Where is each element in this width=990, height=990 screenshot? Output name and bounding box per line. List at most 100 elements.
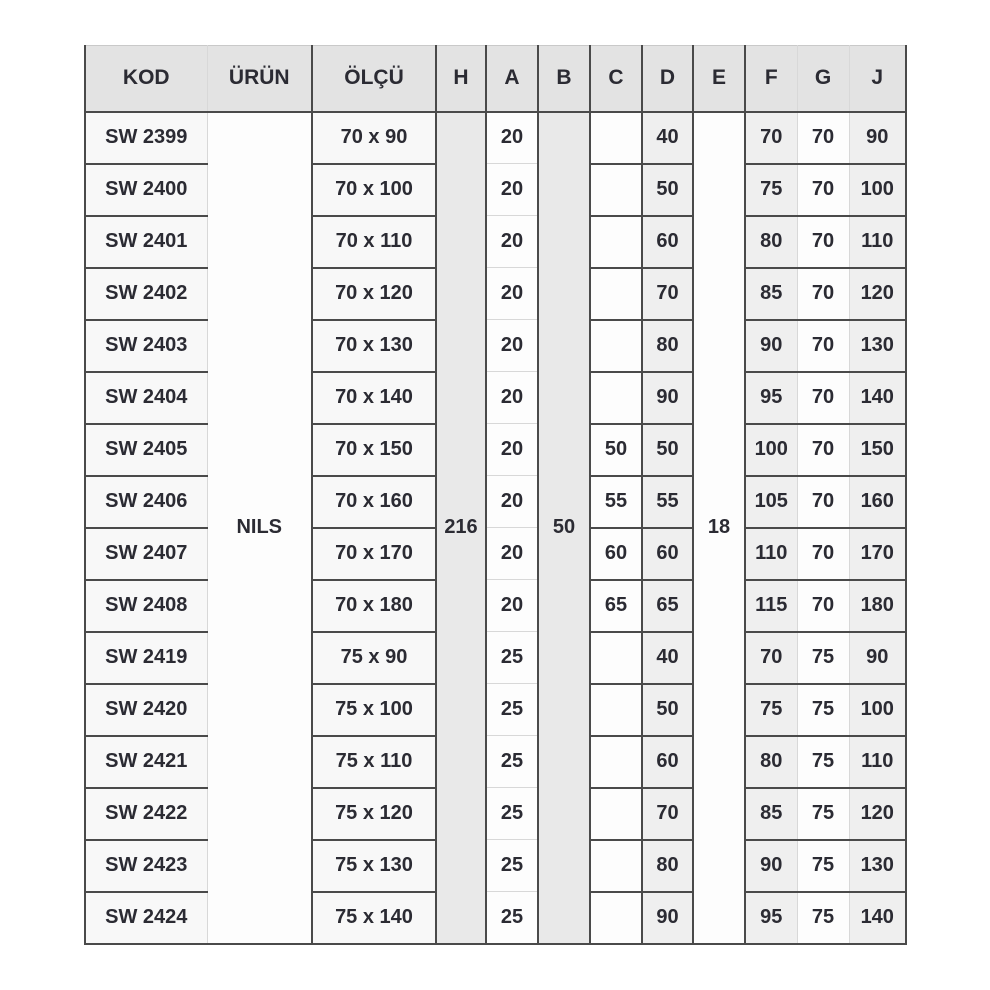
table-row: SW 2422 75 x 120 25 70 85 75 120	[85, 787, 906, 841]
cell-a: 20	[486, 163, 539, 216]
cell-kod: SW 2421	[85, 735, 207, 789]
table-row: SW 2419 75 x 90 25 40 70 75 90	[85, 631, 906, 685]
cell-olcu: 70 x 150	[312, 423, 437, 477]
cell-d: 60	[642, 527, 694, 581]
cell-g: 70	[797, 527, 850, 581]
cell-c	[590, 787, 643, 841]
column-header-urun: ÜRÜN	[206, 45, 313, 113]
cell-d: 55	[642, 475, 694, 529]
cell-a: 20	[486, 371, 539, 424]
cell-a: 25	[486, 631, 539, 684]
cell-c	[590, 839, 643, 893]
cell-d: 70	[642, 787, 694, 841]
cell-olcu: 75 x 110	[312, 735, 437, 789]
cell-a: 20	[486, 215, 539, 268]
column-header-j: J	[849, 45, 906, 113]
table-row: SW 2405 70 x 150 20 50 50 100 70 150	[85, 423, 906, 477]
cell-f: 75	[745, 683, 798, 737]
cell-urun-merged: NILS	[206, 111, 313, 944]
cell-kod: SW 2403	[85, 319, 207, 373]
table-row: SW 2407 70 x 170 20 60 60 110 70 170	[85, 527, 906, 581]
cell-c	[590, 683, 643, 737]
cell-f: 75	[745, 163, 798, 217]
cell-c: 65	[590, 579, 643, 633]
cell-g: 75	[797, 891, 850, 945]
table-row: SW 2408 70 x 180 20 65 65 115 70 180	[85, 579, 906, 633]
column-header-e: E	[693, 45, 746, 113]
cell-j: 130	[849, 839, 906, 893]
cell-j: 140	[849, 891, 906, 945]
cell-g: 75	[797, 787, 850, 841]
column-header-olcu: ÖLÇÜ	[312, 45, 437, 113]
cell-olcu: 70 x 110	[312, 215, 437, 269]
cell-f: 85	[745, 787, 798, 841]
cell-g: 75	[797, 735, 850, 789]
cell-olcu: 70 x 100	[312, 163, 437, 217]
table-row: SW 2421 75 x 110 25 60 80 75 110	[85, 735, 906, 789]
cell-kod: SW 2404	[85, 371, 207, 425]
cell-a: 25	[486, 891, 539, 944]
column-header-a: A	[486, 45, 539, 113]
column-header-g: G	[797, 45, 850, 113]
cell-olcu: 70 x 160	[312, 475, 437, 529]
cell-g: 75	[797, 683, 850, 737]
cell-d: 50	[642, 163, 694, 217]
cell-a: 25	[486, 683, 539, 736]
cell-j: 90	[849, 111, 906, 165]
cell-c	[590, 163, 643, 217]
cell-f: 105	[745, 475, 798, 529]
cell-olcu: 75 x 120	[312, 787, 437, 841]
cell-kod: SW 2419	[85, 631, 207, 685]
cell-kod: SW 2408	[85, 579, 207, 633]
cell-a: 25	[486, 735, 539, 788]
cell-j: 100	[849, 683, 906, 737]
cell-f: 85	[745, 267, 798, 321]
cell-a: 20	[486, 579, 539, 632]
cell-d: 50	[642, 423, 694, 477]
cell-g: 70	[797, 111, 850, 165]
cell-d: 50	[642, 683, 694, 737]
cell-kod: SW 2424	[85, 891, 207, 945]
cell-g: 70	[797, 215, 850, 269]
cell-f: 80	[745, 735, 798, 789]
cell-j: 180	[849, 579, 906, 633]
cell-olcu: 70 x 170	[312, 527, 437, 581]
cell-a: 20	[486, 527, 539, 580]
cell-d: 70	[642, 267, 694, 321]
table-row: SW 2402 70 x 120 20 70 85 70 120	[85, 267, 906, 321]
column-header-d: D	[642, 45, 694, 113]
cell-f: 95	[745, 371, 798, 425]
cell-f: 90	[745, 839, 798, 893]
cell-j: 150	[849, 423, 906, 477]
cell-f: 70	[745, 111, 798, 165]
cell-f: 70	[745, 631, 798, 685]
cell-f: 90	[745, 319, 798, 373]
cell-a: 20	[486, 423, 539, 476]
column-header-b: B	[538, 45, 591, 113]
cell-h-merged: 216	[436, 111, 487, 944]
cell-g: 70	[797, 319, 850, 373]
cell-g: 70	[797, 371, 850, 425]
cell-kod: SW 2399	[85, 111, 207, 165]
cell-j: 110	[849, 735, 906, 789]
cell-f: 110	[745, 527, 798, 581]
cell-c	[590, 891, 643, 945]
table-row: SW 2424 75 x 140 25 90 95 75 140	[85, 891, 906, 945]
cell-f: 115	[745, 579, 798, 633]
cell-a: 20	[486, 475, 539, 528]
cell-j: 160	[849, 475, 906, 529]
cell-d: 80	[642, 319, 694, 373]
cell-olcu: 75 x 100	[312, 683, 437, 737]
cell-c	[590, 319, 643, 373]
column-header-c: C	[590, 45, 643, 113]
cell-kod: SW 2407	[85, 527, 207, 581]
cell-d: 80	[642, 839, 694, 893]
cell-c	[590, 215, 643, 269]
cell-j: 100	[849, 163, 906, 217]
cell-d: 40	[642, 631, 694, 685]
cell-c	[590, 631, 643, 685]
cell-d: 40	[642, 111, 694, 165]
cell-kod: SW 2400	[85, 163, 207, 217]
cell-j: 170	[849, 527, 906, 581]
